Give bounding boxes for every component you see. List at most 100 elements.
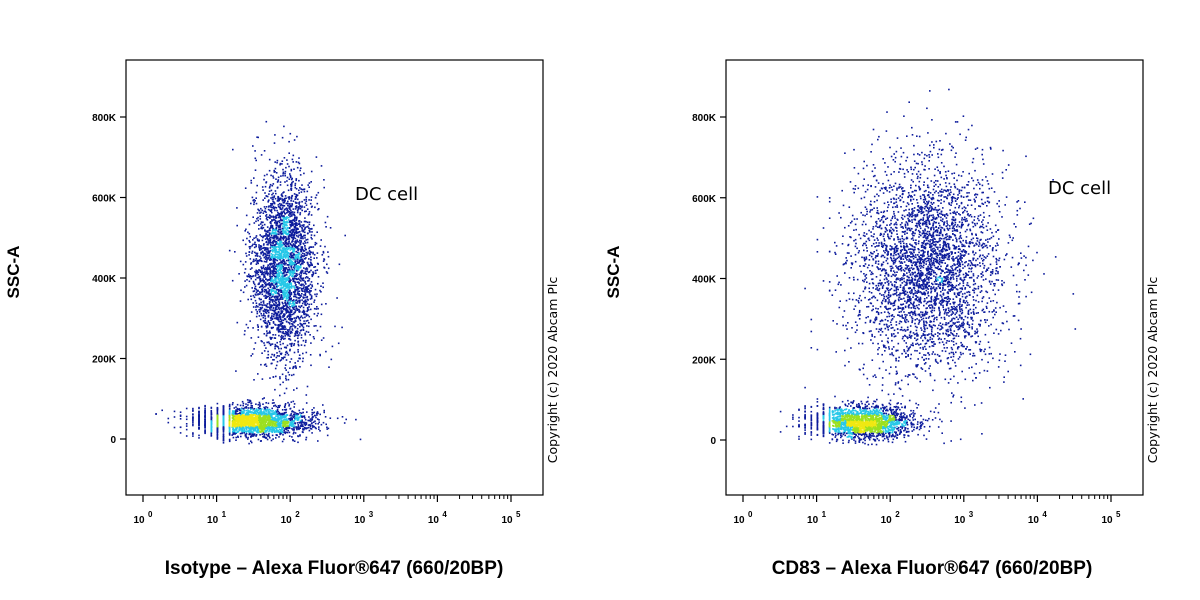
event-point bbox=[235, 406, 237, 408]
event-point bbox=[275, 364, 278, 367]
event-point bbox=[248, 232, 251, 235]
event-point bbox=[256, 272, 258, 275]
event-point bbox=[303, 253, 306, 255]
event-point bbox=[274, 334, 277, 336]
event-point bbox=[275, 215, 277, 217]
event-point bbox=[312, 251, 314, 254]
event-point bbox=[239, 416, 241, 418]
event-point bbox=[277, 330, 280, 332]
event-point bbox=[288, 241, 290, 243]
event-point bbox=[291, 309, 293, 312]
event-point bbox=[280, 219, 282, 222]
event-point bbox=[305, 251, 308, 254]
event-point bbox=[280, 260, 282, 263]
event-point bbox=[269, 217, 271, 219]
event-point bbox=[291, 158, 294, 161]
event-point bbox=[284, 300, 287, 302]
event-point bbox=[244, 286, 246, 288]
event-point bbox=[296, 240, 299, 243]
event-point bbox=[273, 419, 275, 422]
event-point bbox=[327, 267, 330, 270]
event-point bbox=[251, 250, 254, 253]
event-point bbox=[287, 216, 290, 219]
event-point bbox=[245, 323, 248, 326]
event-point bbox=[282, 265, 284, 268]
event-point bbox=[286, 301, 289, 304]
event-point bbox=[296, 302, 298, 304]
event-point bbox=[259, 311, 261, 313]
event-point bbox=[198, 413, 200, 416]
event-point bbox=[322, 252, 325, 254]
event-point bbox=[245, 255, 248, 257]
event-point bbox=[325, 303, 327, 305]
event-point bbox=[243, 429, 245, 432]
event-point bbox=[262, 436, 264, 438]
event-point bbox=[269, 209, 271, 211]
event-point bbox=[288, 230, 291, 233]
event-point bbox=[287, 310, 289, 312]
event-point bbox=[289, 422, 292, 424]
event-point bbox=[234, 432, 236, 434]
event-point bbox=[282, 305, 285, 308]
event-point bbox=[277, 429, 280, 432]
event-point bbox=[266, 303, 269, 305]
event-point bbox=[257, 262, 259, 265]
event-point bbox=[294, 320, 297, 322]
event-point bbox=[280, 432, 282, 434]
event-point bbox=[272, 256, 275, 258]
event-point bbox=[283, 209, 286, 211]
event-point bbox=[275, 232, 278, 235]
event-point bbox=[234, 424, 236, 427]
event-point bbox=[281, 232, 283, 235]
event-point bbox=[248, 276, 251, 278]
event-point bbox=[289, 203, 291, 205]
event-point bbox=[284, 269, 286, 272]
event-point bbox=[228, 249, 231, 252]
event-point bbox=[270, 232, 273, 235]
event-point bbox=[262, 235, 265, 238]
event-point bbox=[297, 341, 299, 343]
event-point bbox=[295, 299, 297, 302]
event-point bbox=[279, 184, 282, 186]
event-point bbox=[272, 410, 275, 412]
event-point bbox=[307, 251, 309, 254]
event-point bbox=[306, 208, 309, 210]
event-point bbox=[281, 266, 283, 269]
event-point bbox=[278, 412, 281, 414]
event-point bbox=[267, 414, 270, 417]
event-point bbox=[250, 337, 253, 339]
event-point bbox=[285, 350, 288, 353]
event-point bbox=[268, 242, 271, 244]
event-point bbox=[263, 288, 266, 291]
event-point bbox=[275, 308, 277, 310]
event-point bbox=[309, 251, 311, 253]
event-point bbox=[281, 440, 284, 443]
event-point bbox=[284, 326, 287, 328]
event-point bbox=[293, 211, 296, 214]
event-point bbox=[297, 236, 300, 238]
event-point bbox=[239, 412, 241, 414]
event-point bbox=[222, 440, 225, 442]
event-point bbox=[222, 424, 225, 427]
event-point bbox=[284, 170, 287, 173]
event-point bbox=[278, 334, 280, 337]
event-point bbox=[299, 213, 301, 216]
event-point bbox=[281, 248, 284, 250]
event-point bbox=[244, 187, 247, 189]
event-point bbox=[306, 238, 309, 241]
event-point bbox=[307, 214, 310, 216]
event-point bbox=[275, 216, 278, 219]
event-point bbox=[272, 259, 275, 262]
event-point bbox=[253, 201, 255, 204]
event-point bbox=[272, 215, 274, 218]
event-point bbox=[284, 277, 286, 280]
event-point bbox=[310, 318, 312, 321]
event-point bbox=[271, 193, 273, 196]
event-point bbox=[278, 262, 280, 265]
event-point bbox=[297, 293, 299, 296]
event-point bbox=[274, 220, 277, 222]
event-point bbox=[294, 319, 297, 321]
event-point bbox=[300, 237, 303, 240]
event-point bbox=[242, 407, 245, 410]
event-point bbox=[290, 246, 293, 249]
